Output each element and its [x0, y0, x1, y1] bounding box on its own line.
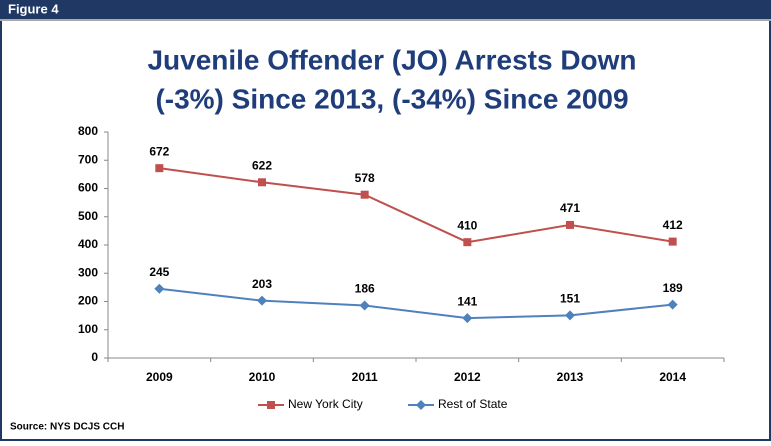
data-label: 672 [149, 144, 169, 158]
data-label: 189 [663, 281, 683, 295]
legend-marker [416, 400, 426, 410]
data-label: 471 [560, 201, 580, 215]
marker [154, 283, 165, 294]
marker [258, 178, 266, 187]
x-tick-label: 2010 [249, 370, 276, 384]
legend-label: New York City [288, 397, 363, 411]
chart-title: Juvenile Offender (JO) Arrests Down [147, 44, 636, 75]
y-tick-label: 400 [78, 237, 98, 251]
y-tick-label: 500 [78, 209, 98, 223]
figure-label: Figure 4 [8, 1, 59, 16]
x-tick-label: 2012 [454, 370, 481, 384]
y-tick-label: 200 [78, 294, 98, 308]
series-line [159, 167, 673, 244]
y-tick-label: 300 [78, 265, 98, 279]
y-tick-label: 700 [78, 152, 98, 166]
x-tick-label: 2011 [352, 370, 378, 384]
marker [565, 310, 575, 321]
header-shadow [0, 19, 771, 21]
chart-title: (-3%) Since 2013, (-34%) Since 2009 [155, 83, 628, 114]
data-label: 203 [252, 277, 272, 291]
data-label: 245 [149, 265, 169, 279]
marker [667, 299, 678, 310]
marker [360, 190, 369, 199]
marker [462, 313, 473, 324]
y-tick-label: 800 [78, 124, 98, 138]
data-label: 186 [355, 282, 375, 296]
x-tick-label: 2014 [659, 370, 686, 384]
x-tick-label: 2009 [146, 370, 173, 384]
series-line [159, 287, 673, 320]
data-label: 412 [663, 218, 683, 232]
y-tick-label: 600 [78, 181, 98, 195]
y-tick-label: 0 [91, 350, 98, 364]
x-tick-label: 2013 [557, 370, 584, 384]
y-tick-label: 100 [78, 322, 98, 336]
marker [566, 220, 574, 229]
data-label: 410 [457, 218, 477, 232]
source-note: Source: NYS DCJS CCH [10, 422, 124, 433]
marker [668, 237, 677, 246]
data-label: 141 [457, 294, 477, 308]
data-label: 622 [252, 158, 272, 172]
data-label: 151 [560, 292, 580, 306]
legend-label: Rest of State [438, 397, 508, 411]
figure-header-bar [0, 0, 771, 19]
marker [155, 164, 164, 173]
marker [463, 238, 472, 247]
data-label: 578 [355, 171, 375, 185]
marker [257, 295, 267, 306]
marker [359, 300, 370, 311]
legend-marker [267, 401, 275, 409]
